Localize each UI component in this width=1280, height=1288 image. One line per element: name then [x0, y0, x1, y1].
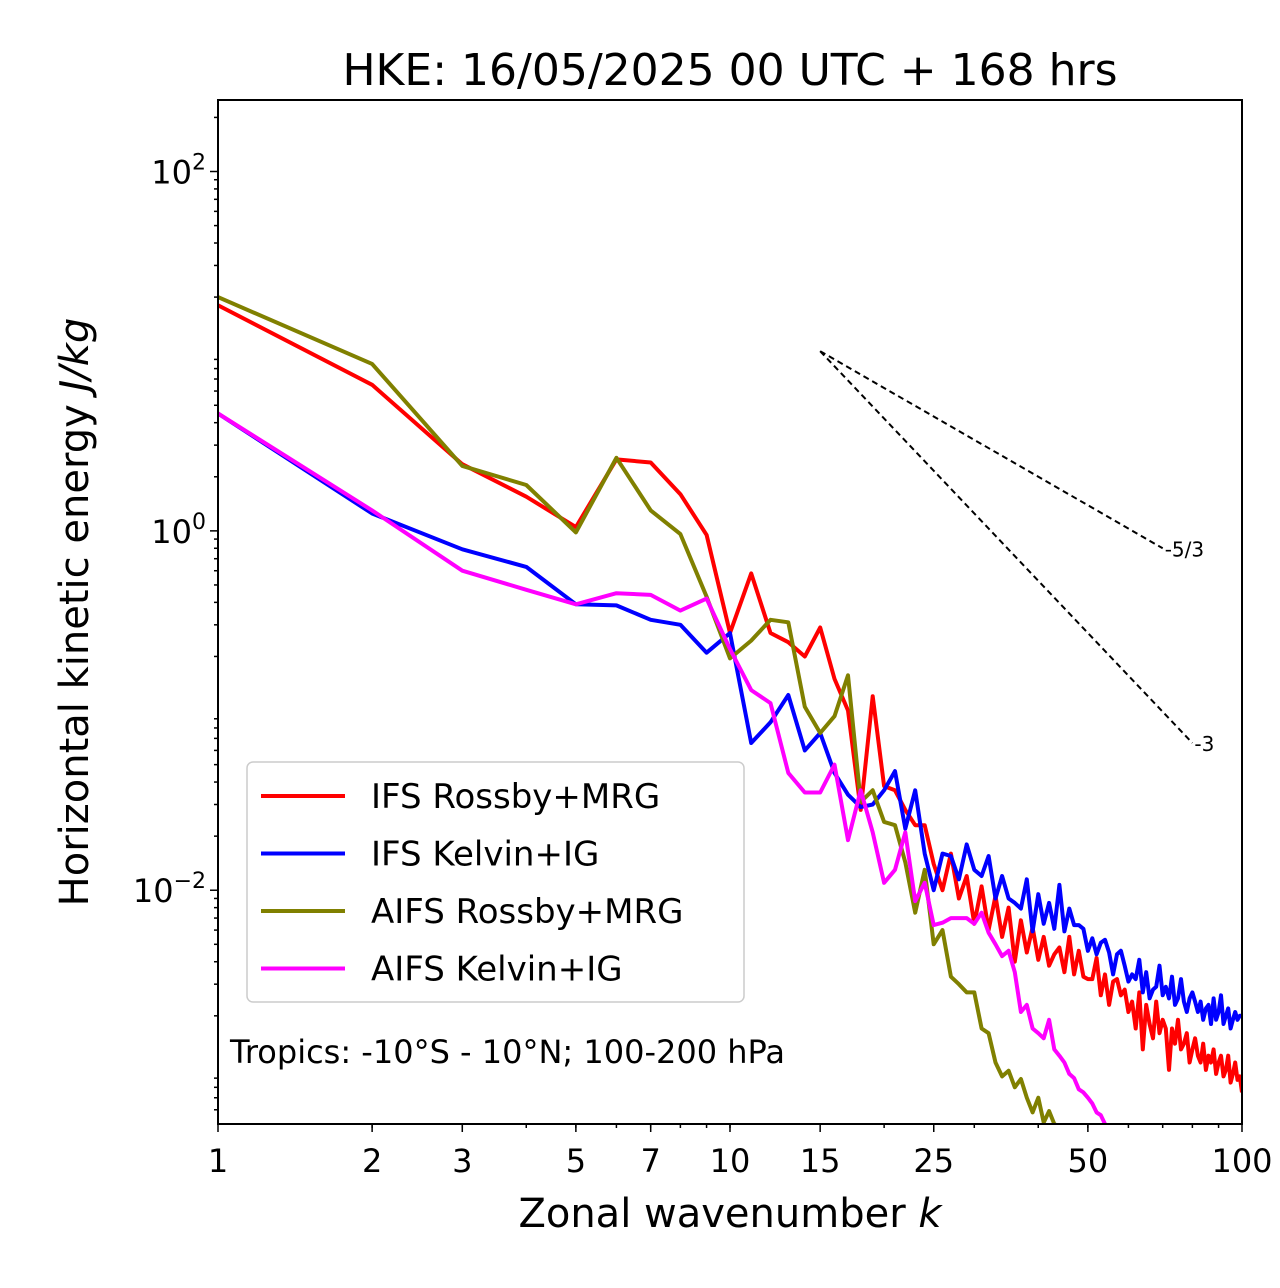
series-line-3: [218, 411, 1108, 1124]
x-tick-label: 50: [1068, 1142, 1109, 1180]
legend-label-0: IFS Rossby+MRG: [371, 777, 660, 817]
reference-slope-lines: -5/3 -3: [819, 350, 1214, 756]
reference-line-label-1: -3: [1194, 732, 1214, 756]
legend-box: [246, 761, 745, 1003]
x-tick-label: 1: [208, 1142, 228, 1180]
y-tick-label: 10−2: [133, 869, 206, 910]
reference-line-0: [819, 350, 1164, 550]
y-tick-label: 102: [151, 151, 206, 192]
x-axis-label: Zonal wavenumber k: [518, 1191, 943, 1237]
y-tick-label: 100: [151, 510, 206, 551]
legend: IFS Rossby+MRG IFS Kelvin+IG AIFS Rossby+M…: [246, 761, 745, 1003]
x-axis-label-text: Zonal wavenumber: [518, 1191, 906, 1237]
x-tick-label: 25: [913, 1142, 954, 1180]
x-axis-label-var: k: [918, 1191, 943, 1237]
x-axis: 1 2 3 5 7 10 15 25 50 100: [208, 1124, 1273, 1180]
legend-label-2: AIFS Rossby+MRG: [371, 892, 683, 932]
x-tick-label: 5: [566, 1142, 586, 1180]
x-tick-label: 10: [710, 1142, 751, 1180]
series-line-1: [218, 411, 1242, 1031]
y-axis-label-text: Horizontal kinetic energy: [52, 404, 98, 906]
legend-label-3: AIFS Kelvin+IG: [371, 950, 623, 990]
reference-line-label-0: -5/3: [1165, 537, 1204, 561]
legend-entries: IFS Rossby+MRG IFS Kelvin+IG AIFS Rossby+M…: [261, 777, 683, 990]
region-annotation: Tropics: -10°S - 10°N; 100-200 hPa: [229, 1033, 785, 1071]
series-layer: [218, 295, 1242, 1124]
chart-title: HKE: 16/05/2025 00 UTC + 168 hrs: [342, 45, 1117, 96]
x-tick-label: 7: [641, 1142, 661, 1180]
series-line-0: [218, 303, 1242, 1093]
reference-line-1: [819, 350, 1194, 744]
legend-label-1: IFS Kelvin+IG: [371, 835, 599, 875]
x-tick-label: 100: [1211, 1142, 1272, 1180]
x-tick-label: 2: [362, 1142, 382, 1180]
y-axis-label-unit: J/kg: [52, 318, 98, 399]
y-axis-label: Horizontal kinetic energy J/kg: [52, 318, 98, 907]
x-tick-label: 15: [800, 1142, 841, 1180]
y-axis: 10−2 100 102: [133, 116, 218, 1111]
series-line-2: [218, 295, 1059, 1124]
x-tick-label: 3: [452, 1142, 472, 1180]
